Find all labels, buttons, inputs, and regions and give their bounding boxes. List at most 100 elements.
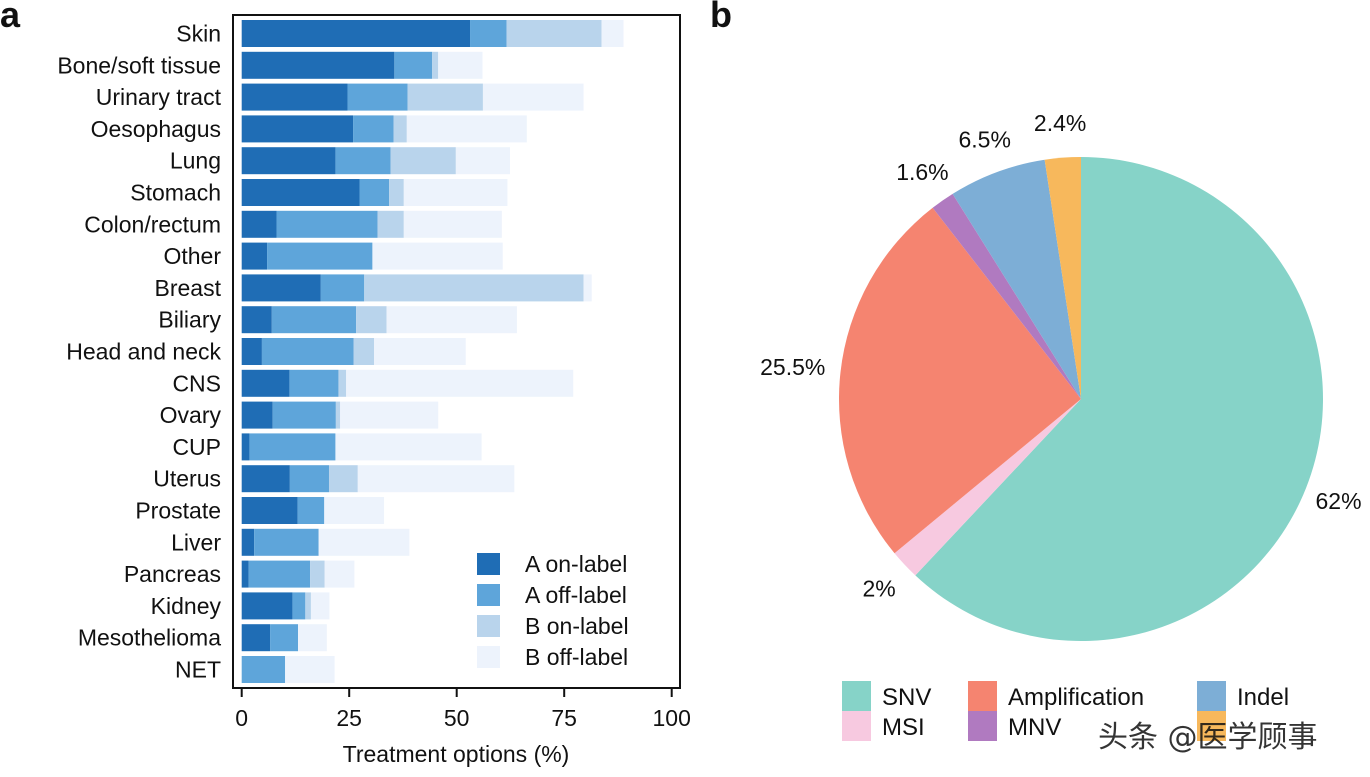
slice-label: 1.6% bbox=[896, 159, 948, 185]
bar-segment bbox=[324, 497, 385, 524]
category-label: Breast bbox=[155, 275, 222, 301]
x-tick-label: 25 bbox=[336, 705, 362, 731]
bar-segment bbox=[455, 147, 511, 175]
bar-segment bbox=[241, 497, 298, 524]
bar-segment bbox=[261, 338, 354, 365]
bar-segment bbox=[241, 338, 262, 365]
bar-segment bbox=[386, 306, 517, 334]
bar-segment bbox=[406, 115, 527, 143]
category-label: Skin bbox=[176, 21, 221, 47]
slice-label: 2.4% bbox=[1034, 110, 1086, 136]
bar-segment bbox=[357, 465, 515, 493]
bar-segment bbox=[432, 51, 439, 79]
bar-segment bbox=[297, 497, 325, 524]
bar-segment bbox=[353, 338, 375, 365]
legend-swatch bbox=[968, 711, 997, 741]
panel-label-a: a bbox=[0, 0, 21, 35]
bar-segment bbox=[305, 592, 311, 620]
legend-label: SNV bbox=[882, 684, 931, 711]
bar-segment bbox=[241, 306, 272, 334]
bar-segment bbox=[335, 147, 391, 175]
bar-segment bbox=[356, 306, 387, 334]
legend-swatch bbox=[968, 681, 997, 711]
bar-segment bbox=[254, 528, 319, 556]
bar-chart: Skin Bone/soft tissue Urinary tract Oesopha… bbox=[57, 14, 691, 767]
legend-swatch bbox=[842, 681, 871, 711]
bar-segment bbox=[271, 306, 357, 334]
category-label: Oesophagus bbox=[91, 116, 221, 142]
bar-segment bbox=[393, 115, 407, 143]
bar-segment bbox=[241, 210, 277, 238]
x-tick-label: 50 bbox=[444, 705, 470, 731]
bar-segment bbox=[248, 560, 311, 588]
category-label: Mesothelioma bbox=[78, 625, 221, 651]
category-label: Pancreas bbox=[124, 561, 221, 587]
category-label: Bone/soft tissue bbox=[57, 52, 221, 78]
bar-segment bbox=[601, 20, 624, 47]
category-label: CNS bbox=[172, 370, 221, 396]
pie-slice bbox=[839, 207, 1081, 554]
bar-segment bbox=[249, 433, 336, 461]
pie-slice bbox=[952, 159, 1081, 399]
category-label: Colon/rectum bbox=[84, 211, 221, 237]
category-label: Head and neck bbox=[66, 339, 221, 365]
bar-segment bbox=[372, 242, 503, 270]
bar-segment bbox=[310, 560, 325, 588]
legend-label: Indel bbox=[1237, 684, 1289, 711]
pie-slice bbox=[894, 399, 1081, 576]
bar-segment bbox=[241, 369, 290, 397]
bar-segment bbox=[403, 179, 508, 206]
bar-segment bbox=[353, 115, 394, 143]
bar-segment bbox=[335, 401, 341, 429]
pie-slice bbox=[932, 193, 1081, 399]
pie-slice bbox=[1044, 157, 1081, 399]
bar-segment bbox=[241, 242, 268, 270]
legend-label: A on-label bbox=[525, 551, 627, 577]
bar-segment bbox=[374, 338, 466, 365]
legend-swatch bbox=[477, 615, 500, 637]
bar-segment bbox=[394, 51, 433, 79]
bar-segment bbox=[364, 274, 584, 302]
bar-segment bbox=[241, 51, 395, 79]
bar-segment bbox=[340, 401, 439, 429]
bar-segment bbox=[272, 401, 336, 429]
bar-segment bbox=[241, 433, 250, 461]
bar-segment bbox=[346, 369, 574, 397]
bar-segment bbox=[241, 83, 348, 111]
bar-segment bbox=[241, 147, 336, 175]
pie-slice bbox=[915, 157, 1323, 641]
category-label: Liver bbox=[171, 529, 221, 555]
slice-label: 2% bbox=[862, 576, 895, 602]
legend-label: MNV bbox=[1008, 714, 1061, 741]
bar-segment bbox=[241, 560, 249, 588]
category-label: NET bbox=[175, 657, 221, 683]
bar-segment bbox=[241, 592, 293, 620]
bar-segment bbox=[320, 274, 365, 302]
category-label: Prostate bbox=[135, 498, 221, 524]
bar-segment bbox=[310, 592, 330, 620]
bar-segment bbox=[241, 465, 290, 493]
x-axis-label: Treatment options (%) bbox=[343, 741, 570, 767]
bar-segment bbox=[347, 83, 408, 111]
bar-segment bbox=[289, 465, 329, 493]
bar-segment bbox=[318, 528, 410, 556]
legend-label: B on-label bbox=[525, 613, 629, 639]
slice-label: 6.5% bbox=[958, 126, 1010, 152]
category-label: Uterus bbox=[153, 466, 221, 492]
bar-segment bbox=[389, 179, 404, 206]
bar-segment bbox=[324, 560, 355, 588]
bar-segment bbox=[241, 624, 271, 652]
bar-segment bbox=[285, 656, 335, 683]
bar-segment bbox=[276, 210, 378, 238]
legend-swatch bbox=[1197, 681, 1226, 711]
x-tick-label: 75 bbox=[551, 705, 577, 731]
legend-swatch bbox=[477, 553, 500, 575]
bar-segment bbox=[407, 83, 483, 111]
slice-label: 25.5% bbox=[760, 354, 825, 380]
legend-swatch bbox=[842, 711, 871, 741]
bar-segment bbox=[241, 274, 321, 302]
bar-segment bbox=[241, 401, 273, 429]
category-label: CUP bbox=[172, 434, 221, 460]
category-label: Biliary bbox=[158, 307, 221, 333]
